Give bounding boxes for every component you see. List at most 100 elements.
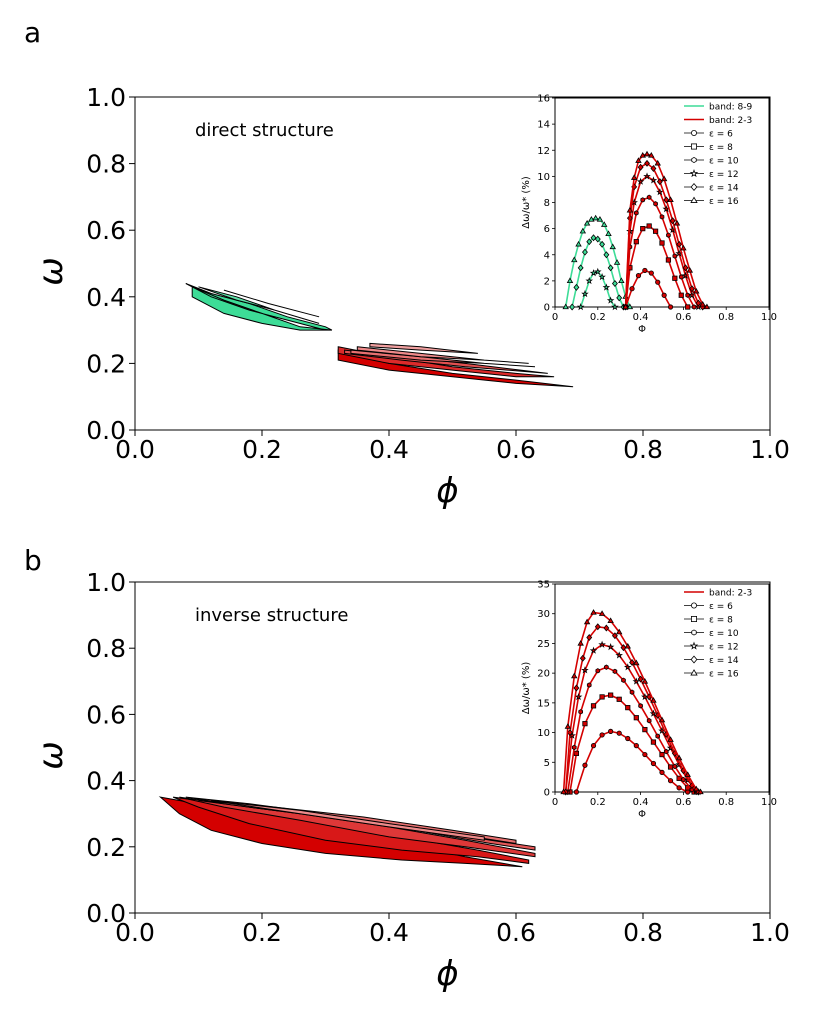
inset-data-point: [613, 259, 621, 265]
inset-series-band-2-3-eps-6: [623, 267, 674, 310]
x-tick-label: 0.8: [623, 918, 663, 947]
inset-series-line: [624, 162, 704, 308]
legend-entry: ε = 16: [684, 196, 739, 207]
inset-data-point: [618, 277, 625, 284]
inset-x-tick-label: 0.2: [590, 797, 606, 808]
legend-entry: ε = 14: [684, 655, 739, 666]
inset-data-point: [594, 267, 602, 275]
inset-data-point: [589, 269, 598, 277]
structure-annotation: direct structure: [195, 120, 334, 141]
inset-series-band-2-3-eps-16: [622, 150, 711, 310]
inset-data-point: [603, 251, 610, 259]
inset-data-point: [594, 623, 601, 631]
legend-entry: ε = 8: [684, 615, 733, 625]
inset-x-axis-label: Φ: [638, 324, 646, 335]
legend-label: ε = 6: [709, 129, 733, 139]
inset-data-point: [648, 270, 654, 276]
inset-legend: band: 2-3 ε = 6 ε = 8 ε = 10 ε = 12 ε = 14 ε =…: [684, 588, 752, 679]
inset-series-band-2-3-eps-16: [560, 609, 704, 795]
y-tick-label: 0.4: [86, 767, 126, 796]
inset-data-point: [573, 283, 580, 291]
inset-data-point: [609, 243, 617, 250]
inset-y-axis-label: Δω/ω* (%): [521, 176, 532, 229]
inset-data-point: [648, 152, 655, 158]
inset-data-point: [659, 240, 665, 246]
legend-entry: band: 8-9: [684, 102, 753, 112]
inset-data-point: [599, 694, 605, 700]
legend-label: band: 8-9: [709, 102, 753, 112]
gap-map-band-2-3-eps-8: [356, 346, 529, 364]
y-tick-label: 0.6: [86, 216, 126, 245]
inset-data-point: [637, 675, 644, 683]
inset-series-line: [564, 643, 699, 793]
legend-label: band: 2-3: [709, 588, 752, 598]
legend-entry: band: 2-3: [684, 588, 752, 598]
y-tick-label: 0.2: [86, 349, 126, 378]
inset-y-tick-label: 6: [544, 224, 550, 235]
x-tick-label: 0.4: [369, 435, 409, 464]
legend-marker-swatch: [691, 602, 698, 609]
inset-y-tick-label: 25: [537, 639, 550, 650]
inset-y-tick-label: 4: [544, 250, 550, 261]
panel-label: a: [24, 16, 41, 49]
inset-data-point: [606, 296, 615, 304]
inset-y-tick-label: 16: [537, 94, 550, 105]
inset-y-tick-label: 10: [537, 172, 550, 183]
legend-entry: ε = 14: [684, 183, 739, 193]
inset-x-axis-label: Φ: [638, 809, 646, 820]
inset-data-point: [611, 303, 619, 311]
inset-data-point: [598, 610, 606, 616]
inset-data-point: [626, 303, 634, 310]
legend-entry: ε = 12: [684, 641, 739, 652]
inset-data-point: [684, 771, 691, 777]
inset-data-point: [589, 646, 598, 654]
inset-data-point: [637, 163, 644, 171]
inset-y-tick-label: 0: [544, 788, 550, 799]
y-axis-label: ω: [31, 741, 71, 769]
inset-data-point: [667, 764, 674, 770]
inset-data-point: [626, 206, 634, 213]
legend-label: ε = 10: [709, 629, 739, 639]
inset-data-point: [635, 273, 642, 279]
structure-annotation: inverse structure: [195, 605, 348, 626]
inset-y-tick-label: 2: [544, 276, 550, 287]
legend-entry: ε = 6: [684, 129, 733, 139]
panel-a: a 0.0 0.2 0.4 0.6 0.8 1.0 0.0 0.2 0.4 0.6 0.8 1.0 ϕ ω d…: [24, 16, 790, 511]
inset-data-point: [560, 788, 567, 795]
inset-y-tick-label: 20: [537, 669, 550, 680]
inset-data-point: [571, 256, 578, 263]
x-tick-label: 0.0: [115, 435, 155, 464]
inset-x-tick-label: 0: [552, 312, 558, 323]
inset-data-point: [646, 718, 652, 724]
inset-x-tick-label: 0.2: [590, 312, 606, 323]
inset-data-point: [579, 227, 587, 234]
inset-series-line: [569, 694, 695, 793]
legend-label: ε = 12: [709, 170, 739, 180]
x-tick-label: 0.6: [496, 435, 536, 464]
inset-data-point: [676, 240, 683, 248]
inset-data-point: [594, 235, 601, 243]
inset-data-point: [579, 654, 586, 662]
legend-marker-swatch: [691, 629, 697, 636]
inset-data-point: [672, 275, 678, 281]
legend-marker-swatch: [690, 655, 698, 664]
x-tick-label: 0.8: [623, 435, 663, 464]
inset-data-point: [663, 748, 669, 755]
inset-data-point: [685, 304, 691, 310]
inset-y-tick-label: 12: [537, 146, 550, 157]
inset-data-point: [642, 727, 648, 733]
inset-data-point: [607, 264, 614, 272]
inset-data-point: [667, 196, 674, 203]
inset-series-line: [624, 153, 708, 308]
panel-b: b 0.0 0.2 0.4 0.6 0.8 1.0 0.0 0.2 0.4 0.6 0.8 1.0 ϕ ω i…: [24, 544, 790, 994]
inset-series-line: [564, 625, 699, 793]
inset-data-point: [650, 739, 657, 745]
inset-data-point: [621, 677, 626, 683]
inset-data-point: [598, 640, 606, 648]
inset-data-point: [622, 303, 629, 310]
legend-entry: ε = 8: [684, 143, 733, 153]
inset-data-point: [575, 240, 582, 247]
inset-data-point: [590, 234, 597, 242]
inset-data-point: [650, 760, 657, 767]
